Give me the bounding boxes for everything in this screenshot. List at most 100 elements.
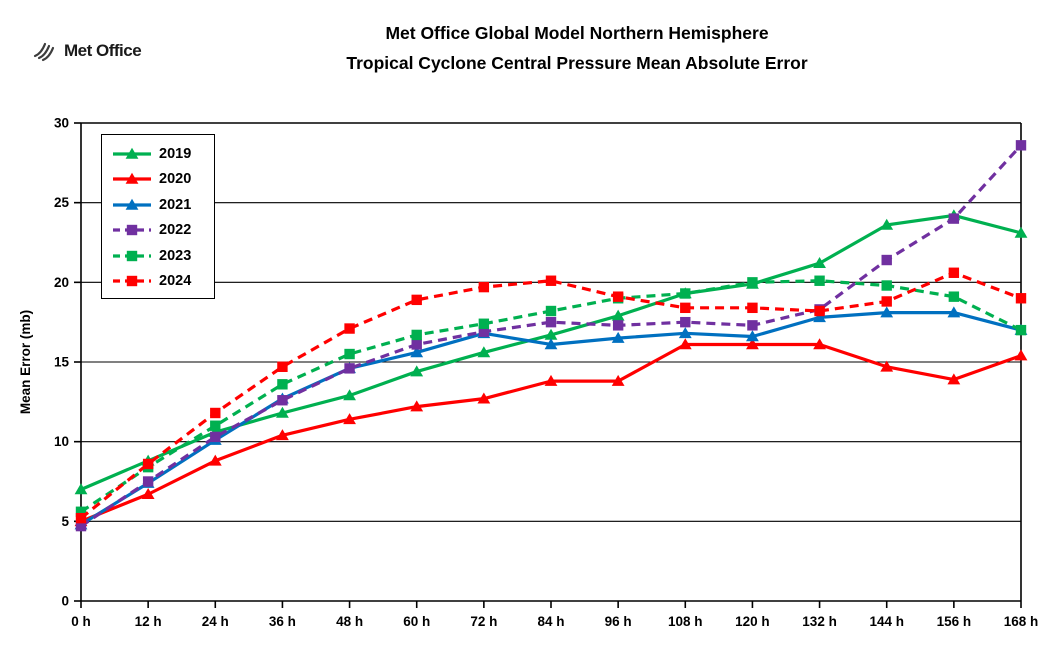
series-2019-marker (477, 346, 491, 358)
x-tick-label: 120 h (735, 614, 770, 629)
legend-sample-2024 (113, 275, 151, 287)
series-2020-marker (343, 413, 356, 425)
series-2020-marker (947, 373, 961, 385)
legend-2021-marker (125, 198, 139, 210)
series-2022-marker (948, 213, 960, 224)
x-tick-label: 12 h (135, 614, 162, 629)
series-2022-marker (210, 431, 221, 443)
series-2023-marker (747, 277, 758, 288)
series-2024-marker (1015, 293, 1027, 304)
series-2020-marker (611, 374, 625, 386)
series-2023-marker (478, 318, 490, 329)
series-2024-marker (680, 302, 691, 314)
series-2023-marker (75, 506, 87, 517)
y-tick-label: 5 (61, 514, 69, 529)
series-2024-marker (344, 323, 355, 334)
chart-title: Met Office Global Model Northern Hemisph… (98, 18, 1056, 78)
series-2023-marker (277, 379, 288, 390)
series-2019 (74, 209, 1028, 495)
series-2023-marker (545, 305, 557, 317)
legend-item-2024: 2024 (112, 273, 204, 290)
chart-title-line2: Tropical Cyclone Central Pressure Mean A… (346, 53, 808, 73)
series-2019-marker (74, 483, 88, 495)
series-2020-marker (410, 400, 424, 412)
series-2022-marker (344, 363, 355, 374)
series-2021-marker (947, 306, 961, 318)
series-2019-line (80, 213, 1022, 491)
x-tick-label: 156 h (937, 614, 972, 629)
met-office-logo: Met Office (33, 40, 142, 62)
series-2019-marker (1014, 226, 1028, 238)
series-2023-marker (210, 420, 221, 431)
series-2021-marker (746, 330, 759, 342)
x-tick-label: 96 h (605, 614, 632, 629)
legend-sample-2020 (113, 172, 151, 184)
series-2024-marker (612, 291, 624, 302)
series-2022-marker (881, 254, 892, 266)
x-tick-label: 48 h (336, 614, 363, 629)
series-2024-marker (747, 302, 758, 314)
y-tick-label: 20 (54, 275, 69, 290)
series-2019-marker (343, 389, 356, 401)
x-tick-label: 168 h (1004, 614, 1039, 629)
series-2023-marker (814, 275, 825, 286)
series-2024 (75, 267, 1027, 524)
legend-2022-marker (126, 224, 138, 236)
series-2024-marker (814, 305, 825, 317)
series-2020-marker (813, 338, 826, 350)
series-2020 (74, 338, 1028, 527)
legend: 2019 2020 2021 2022 2023 2024 (101, 134, 215, 299)
series-2020-marker (1014, 349, 1028, 361)
series-2022-line (80, 144, 1023, 528)
legend-item-2020: 2020 (112, 171, 204, 188)
legend-item-2023: 2023 (112, 247, 204, 264)
legend-sample-2023 (113, 250, 151, 261)
x-tick-label: 132 h (802, 614, 837, 629)
legend-sample-2019 (113, 147, 151, 159)
legend-sample-2021 (113, 198, 151, 210)
legend-label-2022: 2022 (159, 222, 192, 238)
x-tick-label: 36 h (269, 614, 296, 629)
series-2023-marker (344, 348, 355, 360)
legend-label-2020: 2020 (159, 171, 192, 187)
legend-item-2021: 2021 (112, 196, 204, 213)
x-tick-label: 60 h (403, 614, 430, 629)
series-2020-marker (141, 488, 155, 500)
series-2020-marker (477, 392, 491, 404)
legend-item-2019: 2019 (112, 145, 204, 162)
legend-item-2022: 2022 (112, 222, 204, 239)
series-2019-marker (410, 365, 424, 377)
series-2024-marker (545, 275, 557, 286)
series-2022-marker (680, 316, 691, 328)
series-2022 (75, 140, 1027, 532)
series-2019-marker (276, 406, 289, 418)
x-tick-label: 144 h (869, 614, 904, 629)
x-tick-label: 0 h (71, 614, 91, 629)
series-2023-marker (680, 288, 691, 299)
y-tick-label: 10 (54, 434, 69, 449)
met-office-logo-text: Met Office (64, 41, 142, 60)
series-2024-line (79, 271, 1022, 520)
y-tick-label: 15 (54, 355, 70, 370)
series-2024-marker (411, 294, 422, 306)
series-2020-marker (208, 454, 222, 466)
x-tick-label: 84 h (537, 614, 564, 629)
y-axis-title: Mean Error (mb) (18, 310, 33, 414)
y-tick-label: 0 (61, 594, 69, 609)
legend-label-2021: 2021 (159, 196, 192, 213)
series-2024-marker (948, 267, 960, 278)
legend-label-2023: 2023 (159, 247, 192, 264)
series-2020-marker (678, 338, 692, 350)
series-2023-marker (1015, 324, 1027, 336)
legend-2020-marker (125, 172, 139, 184)
series-2021-marker (678, 327, 692, 339)
chart-title-line1: Met Office Global Model Northern Hemisph… (385, 23, 769, 43)
legend-sample-2022 (113, 224, 151, 236)
series-2024-marker (142, 458, 154, 470)
series-2022-marker (747, 320, 758, 331)
series-2022-marker (142, 476, 154, 487)
series-2021-marker (544, 338, 558, 350)
x-tick-label: 24 h (202, 614, 229, 629)
series-2021-marker (880, 306, 894, 318)
